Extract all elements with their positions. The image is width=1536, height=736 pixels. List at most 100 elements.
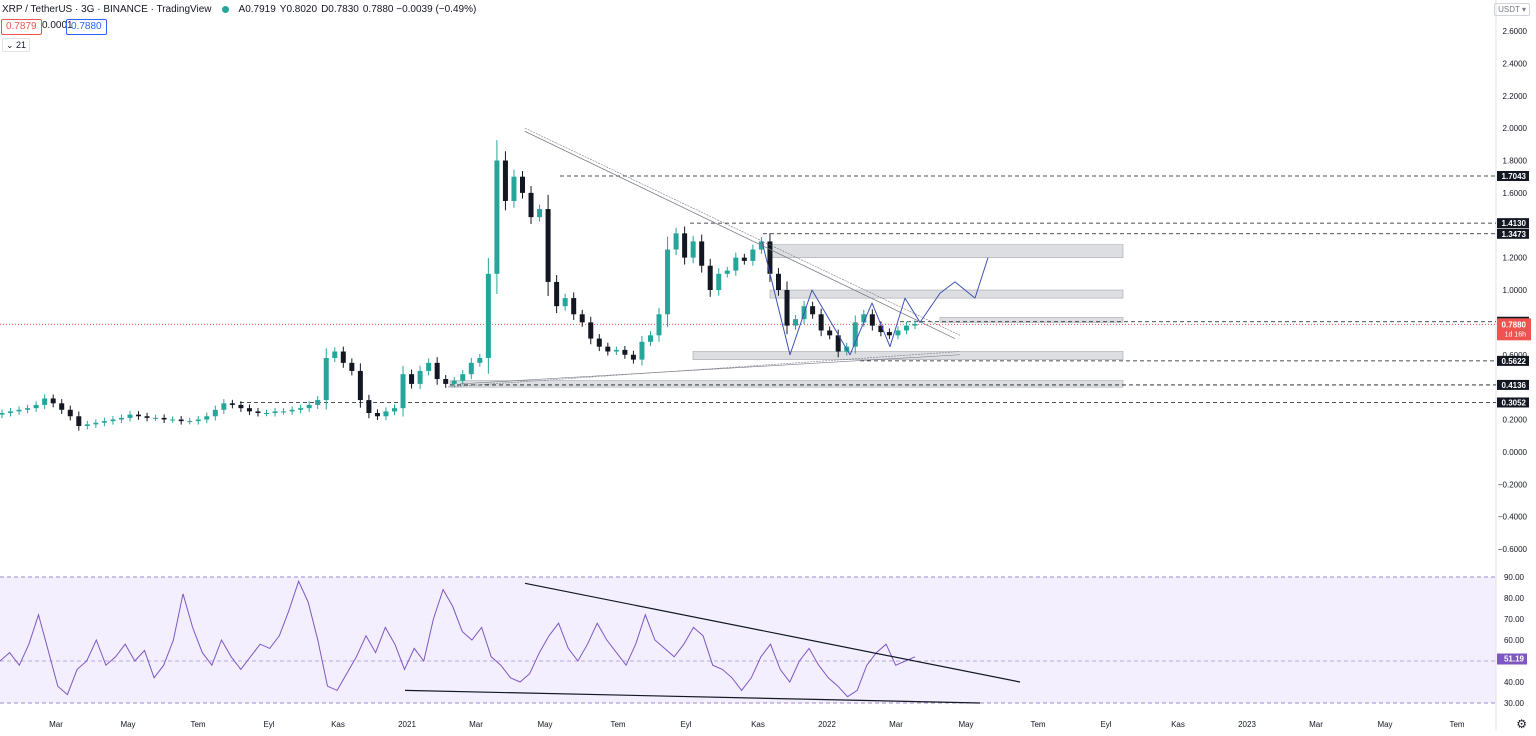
candle-body: [289, 409, 295, 412]
price-level-label-bg: [1497, 355, 1529, 366]
candle-body: [630, 354, 636, 360]
candle-body: [59, 403, 65, 410]
price-axis-tick: −0.2000: [1498, 480, 1528, 489]
time-axis-tick: Tem: [190, 720, 205, 729]
candle-body: [417, 370, 423, 384]
candle-body: [93, 422, 99, 425]
candle-body: [656, 314, 662, 336]
candle-body: [229, 403, 235, 405]
currency-selector[interactable]: USDT ▾: [1494, 3, 1530, 16]
candle-body: [852, 322, 858, 347]
candle-body: [613, 349, 619, 352]
time-axis-tick: Mar: [889, 720, 903, 729]
rsi-axis-tick: 40.00: [1504, 678, 1525, 687]
candle-body: [0, 413, 5, 415]
candle-body: [605, 346, 611, 352]
indicator-collapse-button[interactable]: ⌄ 21: [2, 38, 31, 52]
candle-body: [153, 417, 159, 419]
time-axis-tick: May: [958, 720, 973, 729]
candle-body: [349, 362, 355, 371]
price-axis-tick: 0.0000: [1503, 448, 1528, 457]
candle-body: [733, 257, 739, 271]
candle-body: [298, 408, 304, 410]
candle-body: [716, 273, 722, 290]
rsi-value-label: 51.19: [1504, 655, 1525, 664]
candle-body: [562, 298, 568, 307]
time-axis-tick: Mar: [49, 720, 63, 729]
rsi-axis-tick: 70.00: [1504, 615, 1525, 624]
ask-price-button[interactable]: 0.7880: [66, 19, 107, 35]
price-axis-tick: 1.6000: [1503, 189, 1528, 198]
candle-body: [477, 357, 483, 363]
candle-body: [42, 398, 48, 405]
ohlc-low: D0.7830: [321, 4, 359, 15]
candle-body: [272, 411, 278, 414]
current-price-label-bg: [1497, 318, 1531, 341]
candle-body: [571, 298, 577, 315]
rsi-axis-tick: 80.00: [1504, 594, 1525, 603]
candle-body: [835, 335, 841, 352]
candle-body: [903, 325, 909, 331]
price-axis-tick: −0.6000: [1498, 545, 1528, 554]
time-axis-tick: Kas: [1171, 720, 1185, 729]
candle-body: [869, 314, 875, 326]
settings-gear-icon[interactable]: ⚙: [1516, 717, 1527, 731]
time-axis-tick: Kas: [331, 720, 345, 729]
rsi-support-trendline: [404, 689, 981, 704]
candle-body: [451, 380, 457, 384]
time-axis-tick: Mar: [469, 720, 483, 729]
candle-body: [170, 419, 176, 421]
time-axis-tick: May: [120, 720, 135, 729]
candle-body: [767, 241, 773, 274]
candle-body: [460, 374, 466, 381]
candle-body: [519, 176, 525, 193]
candle-body: [579, 314, 585, 323]
price-level-label: 0.5622: [1502, 357, 1527, 366]
time-axis-tick: Eyl: [263, 720, 274, 729]
candle-body: [647, 335, 653, 342]
price-axis-tick: 1.8000: [1503, 157, 1528, 166]
ascending-support-line-2: [459, 354, 961, 385]
candle-body: [84, 424, 90, 426]
candle-body: [246, 408, 252, 412]
time-axis-tick: May: [1377, 720, 1392, 729]
candle-body: [741, 257, 747, 261]
candle-body: [912, 323, 918, 326]
rsi-value-label-bg: [1497, 653, 1527, 665]
candle-body: [409, 374, 415, 384]
candle-body: [485, 273, 491, 358]
candle-body: [827, 330, 833, 336]
candle-body: [861, 314, 867, 323]
rsi-axis-tick: 60.00: [1504, 636, 1525, 645]
candle-body: [33, 404, 39, 409]
candle-body: [101, 421, 107, 423]
candle-body: [67, 409, 73, 417]
price-level-label-bg: [1497, 397, 1529, 408]
candle-body: [793, 319, 799, 326]
candle-body: [374, 413, 380, 417]
time-axis-tick: 2021: [398, 720, 416, 729]
bid-price-button[interactable]: 0.7879: [1, 19, 42, 35]
descending-trendline-parallel: [524, 127, 961, 336]
candle-body: [886, 332, 892, 336]
candle-body: [511, 176, 517, 201]
candle-body: [426, 362, 432, 371]
candle-body: [366, 400, 372, 414]
price-axis-tick: 2.0000: [1503, 124, 1528, 133]
candle-body: [306, 404, 312, 409]
support-resistance-zone: [769, 289, 1124, 299]
candle-body: [136, 414, 142, 417]
candle-body: [528, 192, 534, 218]
bar-countdown-label: 1d 16h: [1505, 331, 1527, 338]
candle-body: [707, 265, 713, 290]
candle-body: [494, 160, 500, 274]
time-axis-tick: Tem: [1449, 720, 1464, 729]
candle-body: [238, 404, 244, 409]
candle-body: [400, 374, 406, 409]
price-level-label: 1.7043: [1502, 172, 1527, 181]
symbol-title[interactable]: XRP / TetherUS · 3G · BINANCE · TradingV…: [2, 4, 212, 15]
rsi-line: [0, 579, 916, 698]
candle-body: [750, 249, 756, 261]
